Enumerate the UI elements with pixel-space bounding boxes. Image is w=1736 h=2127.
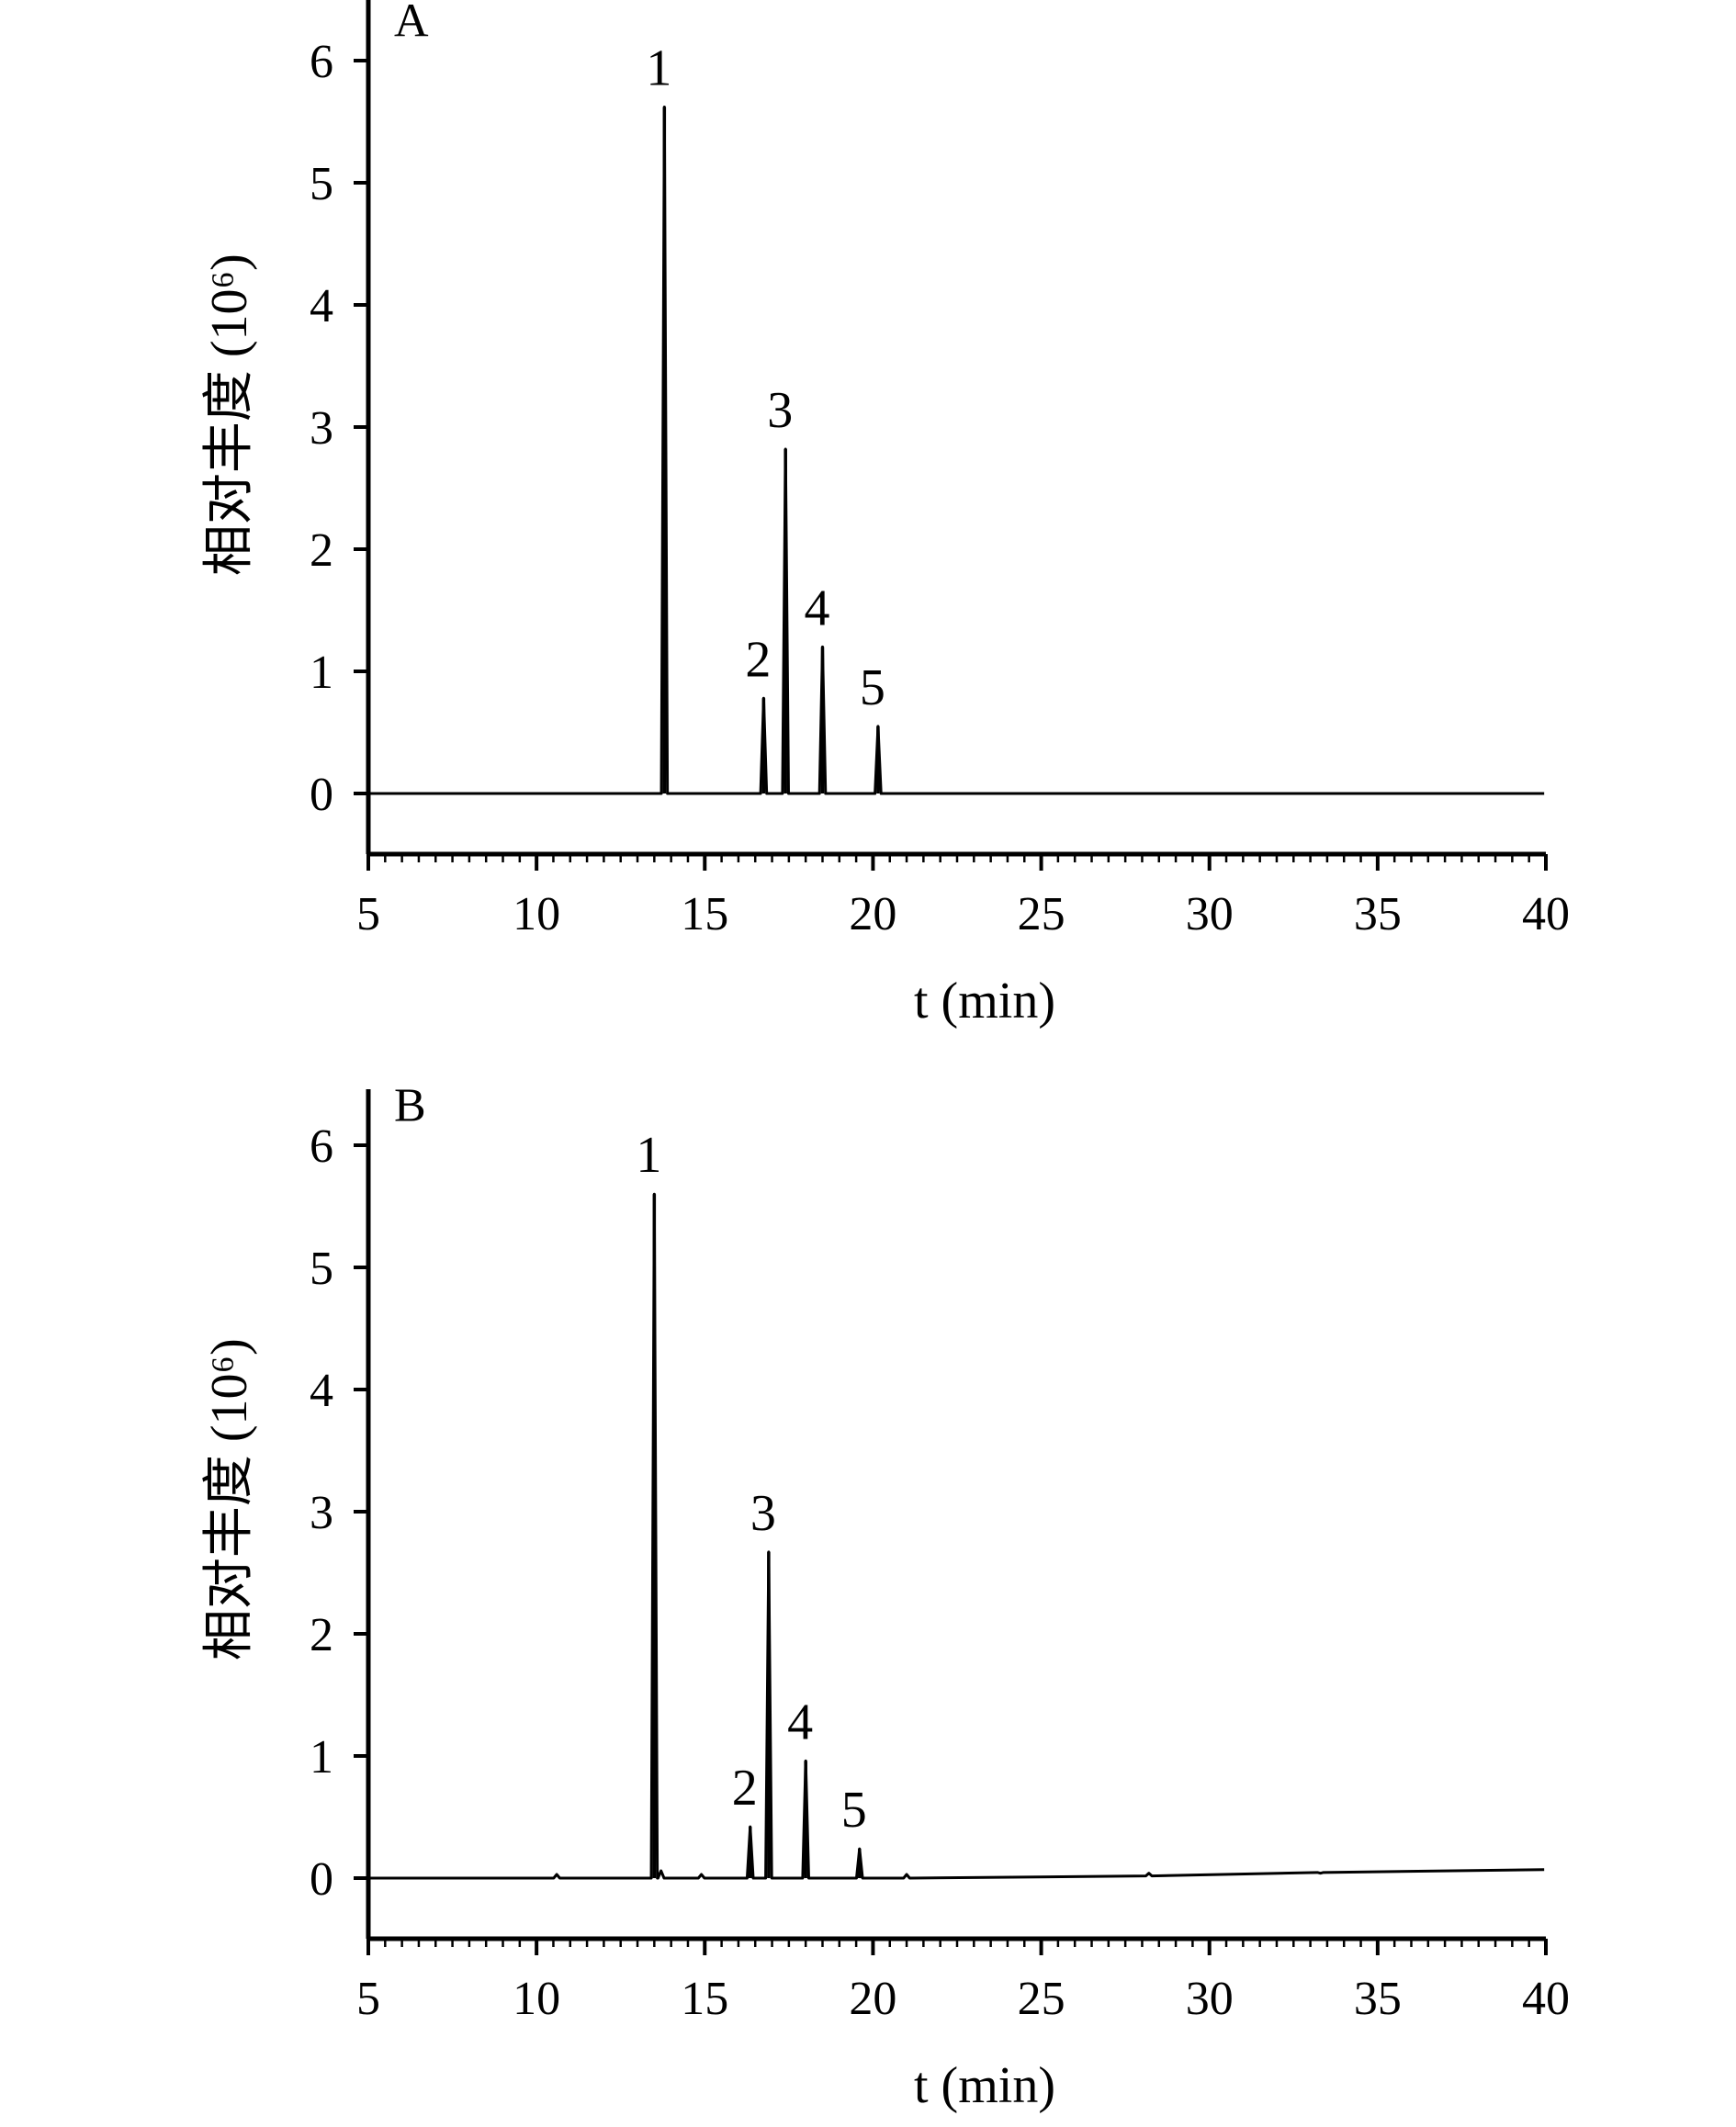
x-tick-label: 40 [1522, 888, 1570, 940]
y-axis-title: 相对丰度 (10⁶) [201, 1338, 258, 1660]
y-tick-label: 3 [310, 1487, 333, 1539]
y-tick-label: 5 [310, 1243, 333, 1295]
y-tick-label: 3 [310, 402, 333, 455]
x-tick-label: 40 [1522, 1973, 1570, 2025]
peak-label: 5 [860, 659, 885, 716]
panel-label: A [394, 0, 429, 47]
x-tick-label: 35 [1354, 888, 1402, 940]
y-tick-label: 4 [310, 280, 333, 332]
x-tick-label: 30 [1186, 888, 1234, 940]
y-tick-label: 6 [310, 1120, 333, 1173]
y-tick-label: 1 [310, 647, 333, 699]
peak-label: 2 [745, 631, 771, 688]
x-tick-label: 5 [356, 888, 380, 940]
x-tick-label: 30 [1186, 1973, 1234, 2025]
peak-label: 1 [636, 1127, 661, 1184]
x-tick-label: 25 [1018, 888, 1065, 940]
x-tick-label: 5 [356, 1973, 380, 2025]
x-tick-label: 15 [681, 1973, 728, 2025]
y-axis-title: 相对丰度 (10⁶) [201, 253, 258, 576]
y-tick-label: 0 [310, 1853, 333, 1906]
peak-label: 4 [787, 1694, 813, 1750]
x-tick-label: 25 [1018, 1973, 1065, 2025]
y-tick-label: 4 [310, 1365, 333, 1417]
chromatogram-trace [368, 1192, 1545, 1880]
y-tick-label: 1 [310, 1731, 333, 1784]
y-tick-label: 0 [310, 769, 333, 821]
y-tick-label: 6 [310, 36, 333, 88]
peak-label: 3 [767, 382, 793, 439]
peak-label: 4 [804, 580, 829, 636]
peak-label: 2 [732, 1760, 758, 1817]
x-axis-title: t (min) [914, 2057, 1055, 2114]
x-axis-title: t (min) [914, 973, 1055, 1030]
peak-label: 1 [646, 40, 671, 97]
peak-label: 5 [841, 1782, 867, 1839]
y-tick-label: 2 [310, 1609, 333, 1661]
x-tick-label: 20 [849, 888, 896, 940]
y-tick-label: 2 [310, 524, 333, 577]
chromatogram-trace [368, 106, 1545, 795]
x-tick-label: 35 [1354, 1973, 1402, 2025]
x-tick-label: 10 [513, 1973, 560, 2025]
x-tick-label: 15 [681, 888, 728, 940]
y-tick-label: 5 [310, 158, 333, 210]
x-tick-label: 10 [513, 888, 560, 940]
peak-label: 3 [750, 1485, 776, 1542]
panel-label: B [394, 1079, 426, 1131]
x-tick-label: 20 [849, 1973, 896, 2025]
